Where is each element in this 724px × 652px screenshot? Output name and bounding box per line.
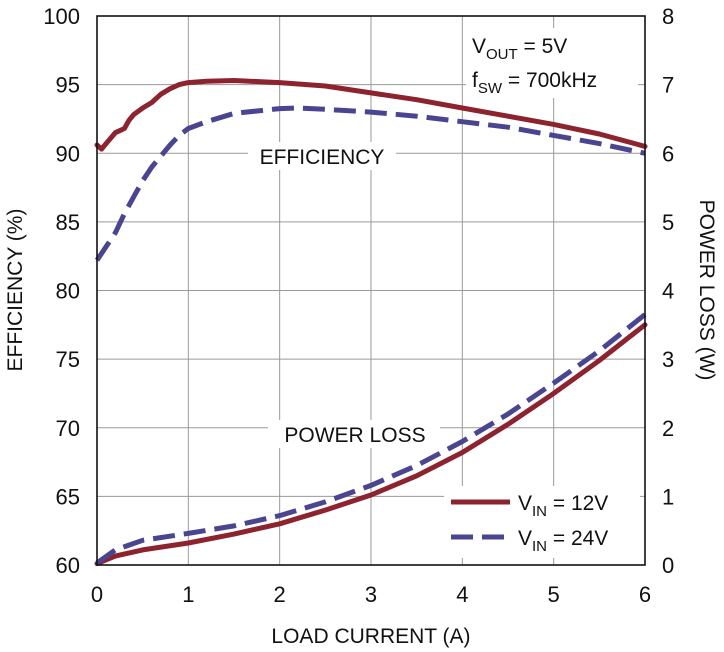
y-left-tick-label: 95 <box>56 73 80 98</box>
y-right-tick-label: 6 <box>662 141 674 166</box>
legend-label-vin12: VIN = 12V <box>518 492 608 520</box>
efficiency-label-bg <box>248 142 396 170</box>
y-left-tick-label: 60 <box>56 553 80 578</box>
grid-lines <box>97 16 645 565</box>
x-tick-label: 0 <box>91 582 103 607</box>
vout-condition: VOUT = 5V <box>472 35 567 63</box>
y-right-tick-label: 4 <box>662 279 674 304</box>
y-right-tick-label: 1 <box>662 484 674 509</box>
legend: VIN = 12V VIN = 24V <box>444 486 640 558</box>
y-left-tick-label: 90 <box>56 141 80 166</box>
y-left-tick-label: 70 <box>56 416 80 441</box>
vin12-power-loss-line <box>94 322 648 567</box>
vin24-efficiency-line <box>94 105 646 262</box>
x-tick-label: 1 <box>182 582 194 607</box>
legend-bg <box>444 486 640 558</box>
y-left-tick-label: 65 <box>56 484 80 509</box>
y-right-tick-label: 5 <box>662 210 674 235</box>
power-loss-label-bg <box>268 420 440 448</box>
x-tick-label: 2 <box>274 582 286 607</box>
power-loss-annotation: POWER LOSS <box>284 424 425 447</box>
y-left-tick-label: 100 <box>43 4 80 29</box>
y-left-axis-title: EFFICIENCY (%) <box>4 209 27 372</box>
x-tick-label: 3 <box>365 582 377 607</box>
y-left-tick-label: 80 <box>56 279 80 304</box>
conditions-bg <box>466 28 638 98</box>
vin24-power-loss-line <box>95 312 647 565</box>
y-right-tick-labels: 0 1 2 3 4 5 6 7 8 <box>662 4 674 578</box>
x-tick-labels: 0 1 2 3 4 5 6 <box>91 582 651 607</box>
y-right-tick-label: 7 <box>662 73 674 98</box>
y-right-tick-label: 3 <box>662 347 674 372</box>
x-tick-label: 4 <box>456 582 468 607</box>
y-left-tick-label: 85 <box>56 210 80 235</box>
fsw-condition: fSW = 700kHz <box>472 69 597 97</box>
y-right-tick-label: 2 <box>662 416 674 441</box>
series-layer <box>94 78 648 567</box>
y-right-tick-label: 8 <box>662 4 674 29</box>
y-right-tick-label: 0 <box>662 553 674 578</box>
plot-frame <box>96 15 646 566</box>
y-left-tick-label: 75 <box>56 347 80 372</box>
efficiency-annotation: EFFICIENCY <box>260 146 385 169</box>
y-left-tick-labels: 60 65 70 75 80 85 90 95 100 <box>43 4 80 578</box>
x-tick-label: 6 <box>639 582 651 607</box>
vin12-efficiency-line <box>94 78 648 152</box>
legend-label-vin24: VIN = 24V <box>518 527 608 555</box>
x-tick-label: 5 <box>548 582 560 607</box>
y-right-axis-title: POWER LOSS (W) <box>695 200 718 381</box>
x-axis-title: LOAD CURRENT (A) <box>271 625 470 648</box>
